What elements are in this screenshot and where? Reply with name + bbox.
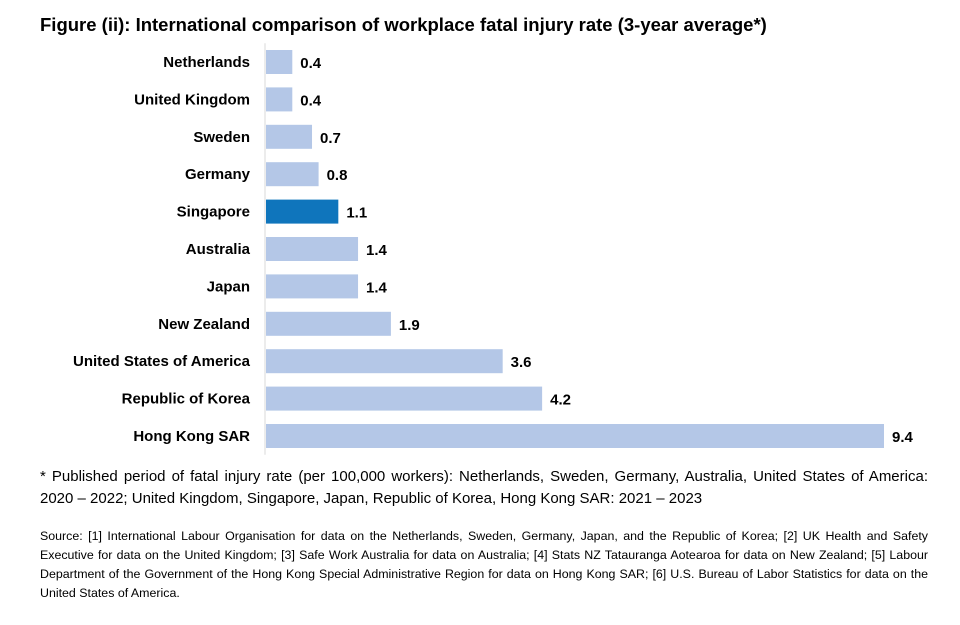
bar-sweden <box>266 124 313 149</box>
category-label: Republic of Korea <box>122 391 251 408</box>
category-label: New Zealand <box>158 316 250 333</box>
value-label: 0.8 <box>327 167 348 184</box>
category-label: Singapore <box>177 204 250 221</box>
bar-australia <box>266 237 359 261</box>
bar-singapore <box>266 199 339 224</box>
bar-japan <box>266 274 359 299</box>
value-label: 4.2 <box>550 392 571 409</box>
value-label: 0.4 <box>300 55 322 72</box>
bar-united-kingdom <box>266 87 293 112</box>
footnote: * Published period of fatal injury rate … <box>40 468 928 507</box>
category-label: Australia <box>186 241 251 258</box>
category-label: Japan <box>207 278 250 295</box>
value-label: 1.4 <box>366 242 388 259</box>
bar-united-states-of-america <box>266 349 503 374</box>
category-label: Netherlands <box>163 54 250 71</box>
category-label: Hong Kong SAR <box>133 428 250 445</box>
bar-republic-of-korea <box>266 386 543 411</box>
category-label: Germany <box>185 166 251 183</box>
value-label: 9.4 <box>892 429 914 446</box>
category-label: United Kingdom <box>134 91 250 108</box>
source-note: Source: [1] International Labour Organis… <box>40 529 928 600</box>
value-label: 3.6 <box>511 354 532 371</box>
value-label: 0.7 <box>320 130 341 147</box>
chart-title: Figure (ii): International comparison of… <box>40 14 767 35</box>
category-label: United States of America <box>73 353 251 370</box>
value-label: 0.4 <box>300 92 322 109</box>
value-label: 1.9 <box>399 317 420 334</box>
value-label: 1.1 <box>346 205 367 222</box>
bar-new-zealand <box>266 311 391 336</box>
bar-germany <box>266 162 319 187</box>
bar-netherlands <box>266 50 293 74</box>
value-label: 1.4 <box>366 279 388 296</box>
bar-chart: Netherlands 0.4 United Kingdom 0.4 Sweden 0.7… <box>73 43 914 455</box>
bar-hong-kong-sar <box>266 424 884 448</box>
category-label: Sweden <box>193 129 250 146</box>
